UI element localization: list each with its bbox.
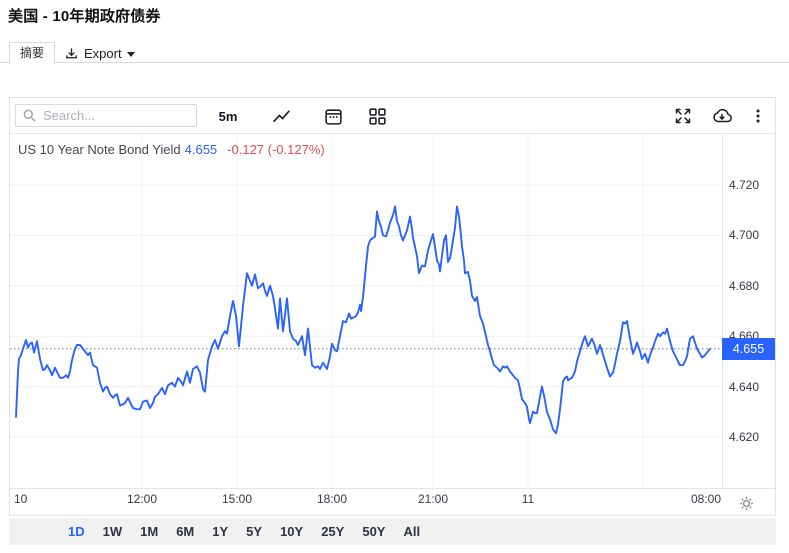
price-tick-label: 4.620 xyxy=(729,430,760,444)
range-button-1m[interactable]: 1M xyxy=(131,518,167,545)
page-title: 美国 - 10年期政府债券 xyxy=(8,8,161,25)
series-change: -0.127 (-0.127%) xyxy=(227,142,325,157)
price-tick-label: 4.700 xyxy=(729,228,760,243)
kebab-menu-icon xyxy=(756,109,760,123)
series-name: US 10 Year Note Bond Yield xyxy=(18,142,181,157)
range-button-25y[interactable]: 25Y xyxy=(312,518,353,545)
range-button-50y[interactable]: 50Y xyxy=(353,518,394,545)
chart-legend: US 10 Year Note Bond Yield 4.655 -0.127 (-… xyxy=(18,142,325,157)
export-button[interactable]: Export xyxy=(64,44,135,62)
price-scale-settings-button[interactable] xyxy=(737,492,761,514)
grid-icon xyxy=(368,107,386,125)
symbol-search[interactable] xyxy=(15,104,197,127)
time-tick-label: 11 xyxy=(521,492,535,506)
range-button-1y[interactable]: 1Y xyxy=(203,518,237,545)
chart-style-button[interactable] xyxy=(264,98,298,134)
range-selector: 1D 1W 1M 6M 1Y 5Y 10Y 25Y 50Y All xyxy=(9,518,776,545)
download-icon xyxy=(66,47,77,58)
layout-grid-button[interactable] xyxy=(360,98,394,134)
line-chart-icon xyxy=(272,109,290,122)
time-tick-label: 18:00 xyxy=(316,492,348,506)
chart-toolbar: 5m xyxy=(10,98,775,134)
interval-button[interactable]: 5m xyxy=(210,98,246,134)
range-button-6m[interactable]: 6M xyxy=(167,518,203,545)
range-button-1d[interactable]: 1D xyxy=(59,518,94,545)
time-tick-label: 15:00 xyxy=(221,492,253,506)
more-menu-button[interactable] xyxy=(746,98,770,134)
time-tick-label: 21:00 xyxy=(417,492,449,506)
fullscreen-icon xyxy=(675,108,691,124)
range-button-all[interactable]: All xyxy=(394,518,429,545)
time-axis-divider xyxy=(10,488,775,489)
time-axis[interactable]: 10 12:00 15:00 18:00 21:00 11 08:00 xyxy=(10,489,722,512)
current-price-badge: 4.655 xyxy=(722,337,775,360)
tab-summary[interactable]: 摘要 xyxy=(9,42,55,64)
cloud-download-button[interactable] xyxy=(704,98,740,134)
search-input[interactable] xyxy=(43,108,183,123)
fullscreen-button[interactable] xyxy=(667,98,699,134)
time-tick-label: 12:00 xyxy=(126,492,158,506)
price-tick-label: 4.680 xyxy=(729,278,760,293)
calendar-icon xyxy=(324,108,342,125)
series-value: 4.655 xyxy=(184,142,218,157)
time-tick-label: 08:00 xyxy=(690,492,722,506)
tab-bar-divider xyxy=(0,62,789,63)
export-label: Export xyxy=(84,45,122,61)
price-tick-label: 4.720 xyxy=(729,178,760,192)
gear-icon xyxy=(740,496,753,510)
calendar-button[interactable] xyxy=(316,98,350,134)
time-tick-label: 10 xyxy=(14,492,28,506)
chart-plot-area[interactable] xyxy=(10,135,722,488)
range-button-10y[interactable]: 10Y xyxy=(271,518,312,545)
range-button-1w[interactable]: 1W xyxy=(94,518,132,545)
chevron-down-icon xyxy=(126,51,135,57)
cloud-download-icon xyxy=(713,108,732,123)
chart-widget: 5m xyxy=(9,97,776,516)
search-icon xyxy=(23,109,36,122)
price-tick-label: 4.640 xyxy=(729,379,760,394)
price-scale-axis[interactable]: 4.720 4.700 4.680 4.660 4.640 4.620 xyxy=(722,135,775,488)
range-button-5y[interactable]: 5Y xyxy=(237,518,271,545)
